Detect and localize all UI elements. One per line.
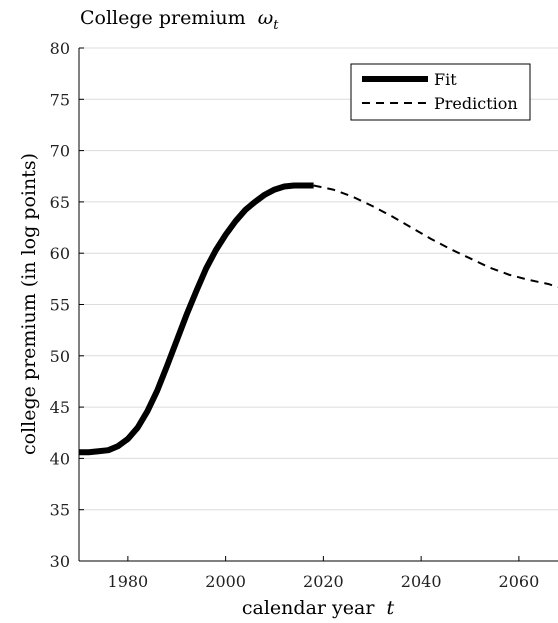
y-tick-label: 55 (50, 296, 70, 315)
y-tick-label: 50 (50, 347, 70, 366)
x-tick-label: 1980 (108, 572, 149, 591)
y-tick-label: 70 (50, 142, 70, 161)
series-fit-line (79, 182, 314, 456)
y-tick-label: 35 (50, 501, 70, 520)
grid-layer (79, 47, 558, 511)
x-axis-label-symbol: t (386, 597, 394, 619)
y-tick-label: 45 (50, 398, 70, 417)
series-layer (79, 182, 558, 456)
chart-title: College premium ωt (80, 7, 279, 33)
series-prediction-line (313, 184, 558, 289)
tick-layer: 30 35 40 45 50 55 60 65 70 75 80 1980 2000 2020 2040 20… (50, 39, 540, 591)
y-axis-label: college premium (in log points) (18, 153, 40, 455)
y-tick-label: 65 (50, 193, 70, 212)
x-tick-label: 2020 (303, 572, 344, 591)
x-axis-label: calendar year t (242, 597, 395, 619)
legend-box (350, 63, 531, 121)
legend: Fit Prediction (350, 63, 531, 121)
y-tick-label: 30 (50, 552, 70, 571)
x-tick-label: 2000 (205, 572, 246, 591)
y-tick-label: 40 (50, 449, 70, 468)
y-tick-label: 80 (50, 39, 70, 58)
x-tick-label: 2060 (499, 572, 540, 591)
chart-title-subscript: t (273, 18, 279, 33)
legend-fit-label: Fit (434, 70, 457, 89)
y-tick-label: 75 (50, 90, 70, 109)
chart-title-symbol: ω (258, 7, 274, 29)
chart-title-text: College premium (80, 7, 246, 29)
x-tick-label: 2040 (401, 572, 442, 591)
legend-prediction-label: Prediction (434, 94, 518, 113)
x-axis-label-text: calendar year (242, 597, 375, 619)
y-tick-label: 60 (50, 244, 70, 263)
